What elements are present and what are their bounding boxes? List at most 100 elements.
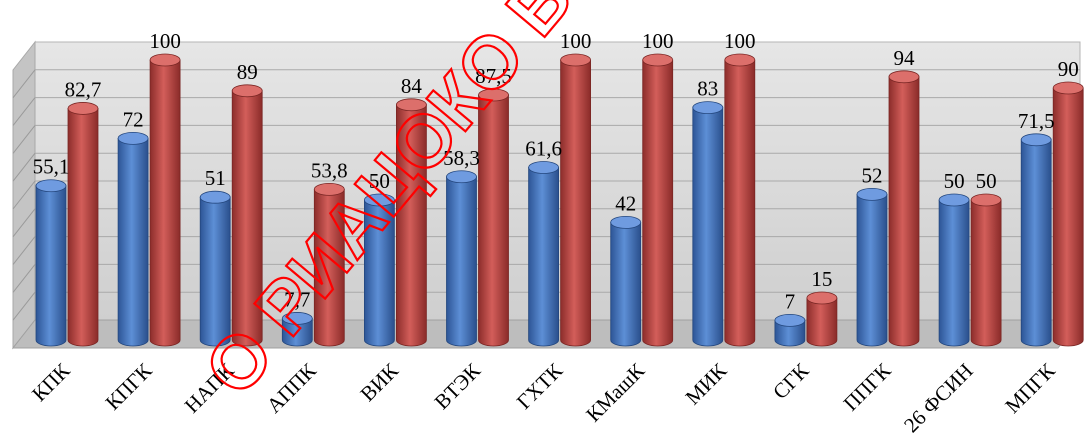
bar-body xyxy=(560,59,591,347)
bar-body xyxy=(642,59,674,347)
data-labels-layer: 55,1 82,7 72 100 51 89 7,7 53,8 50 84 58,3 87,5 61,6… xyxy=(33,29,1079,313)
data-label: 84 xyxy=(401,74,423,98)
bar-body xyxy=(888,76,920,347)
bar-series-1-8 xyxy=(692,101,724,347)
x-tick-label: ППГК xyxy=(839,358,897,416)
bar-top xyxy=(692,101,724,114)
bar-series-2-0 xyxy=(67,102,99,347)
x-tick-label: МИК xyxy=(681,358,733,410)
bar-series-1-3 xyxy=(281,312,313,347)
gridline-side xyxy=(12,291,36,321)
gridline-side xyxy=(12,180,36,210)
bar-body xyxy=(806,297,838,347)
bar-body xyxy=(67,108,99,347)
bar-body xyxy=(231,90,263,347)
gridline-side xyxy=(12,264,36,293)
bar-top xyxy=(199,190,231,204)
x-tick-label: КПГК xyxy=(101,358,158,415)
bar-top xyxy=(774,313,806,327)
bar-body xyxy=(35,185,67,347)
x-tick-label: 26 ФСИН xyxy=(899,359,978,438)
bar-body xyxy=(610,222,642,347)
bar-series-2-10 xyxy=(888,70,920,347)
bar-body xyxy=(478,94,509,347)
bar-series-1-0 xyxy=(35,179,67,347)
data-label: 53,8 xyxy=(311,158,348,182)
bar-series-1-12 xyxy=(1020,133,1052,347)
data-label: 15 xyxy=(811,267,832,291)
data-label: 7,7 xyxy=(284,287,310,311)
bar-series-2-11 xyxy=(970,193,1002,347)
bar-body xyxy=(364,199,395,347)
data-label: 50 xyxy=(944,169,965,193)
data-label: 52 xyxy=(862,163,883,187)
bar-series-1-2 xyxy=(199,190,231,347)
bar-series-1-7 xyxy=(610,215,642,347)
bar-series-1-4 xyxy=(363,193,395,347)
bar-top xyxy=(642,53,674,67)
bar-body xyxy=(724,59,756,347)
bar-series-2-6 xyxy=(560,53,591,347)
bar-top xyxy=(35,179,67,193)
gridline-side xyxy=(12,97,36,126)
x-tick-label: ВИК xyxy=(355,358,403,406)
bar-body xyxy=(281,318,313,347)
bar-body xyxy=(1052,87,1084,347)
bar-body xyxy=(692,107,724,347)
bar-top xyxy=(610,215,642,229)
bar-series-2-3 xyxy=(313,182,345,347)
data-label: 100 xyxy=(642,29,674,53)
data-label: 82,7 xyxy=(65,77,102,101)
bar-top xyxy=(446,170,477,184)
bar-top xyxy=(395,98,427,112)
bar-top xyxy=(149,53,181,67)
bar-top xyxy=(281,312,313,325)
bar-series-1-11 xyxy=(938,193,970,347)
bar-top xyxy=(478,88,509,102)
bar-body xyxy=(938,199,970,347)
x-tick-label: СГК xyxy=(768,358,814,404)
bar-top xyxy=(938,193,970,207)
bar-top xyxy=(888,70,920,84)
bars-layer xyxy=(35,53,1084,347)
data-label: 90 xyxy=(1058,57,1079,81)
bar-body xyxy=(1020,139,1052,347)
x-axis-tick-labels: КПК КПГК НАПК АППК ВИК ВТЭК ГХТК КМашК МИК СГК ППГ… xyxy=(27,358,1060,437)
bar-series-2-8 xyxy=(724,53,756,347)
bar-body xyxy=(446,176,477,347)
data-label: 42 xyxy=(615,191,636,215)
bar-top xyxy=(806,291,838,305)
bar-top xyxy=(231,84,263,98)
bar-series-2-2 xyxy=(231,84,263,347)
data-label: 83 xyxy=(697,77,718,101)
data-label: 100 xyxy=(560,29,592,53)
bar-body xyxy=(856,194,888,347)
bar-top xyxy=(313,182,345,196)
data-label: 58,3 xyxy=(443,146,480,170)
bar-body xyxy=(774,320,806,347)
bar-series-1-9 xyxy=(774,313,806,347)
bar-series-1-1 xyxy=(117,131,149,347)
data-label: 50 xyxy=(369,169,390,193)
x-tick-label: КПК xyxy=(27,358,75,406)
bar-series-2-9 xyxy=(806,291,838,347)
bar-series-2-12 xyxy=(1052,81,1084,347)
gridline-side xyxy=(12,236,36,265)
bar-series-1-6 xyxy=(528,161,559,347)
bar-series-2-7 xyxy=(642,53,674,347)
bar-top xyxy=(970,193,1002,207)
bar-top xyxy=(67,102,99,115)
bar-series-1-10 xyxy=(856,187,888,347)
bar-top xyxy=(1020,133,1052,147)
bar-body xyxy=(117,138,149,347)
data-label: 61,6 xyxy=(525,137,562,161)
bar-top xyxy=(856,187,888,201)
gridline-side xyxy=(12,125,36,154)
bar-top xyxy=(724,53,756,67)
data-label: 100 xyxy=(724,29,756,53)
bar-top xyxy=(363,193,395,207)
bar-top xyxy=(560,53,591,67)
data-label: 51 xyxy=(205,166,226,190)
gridline-side xyxy=(12,208,36,238)
